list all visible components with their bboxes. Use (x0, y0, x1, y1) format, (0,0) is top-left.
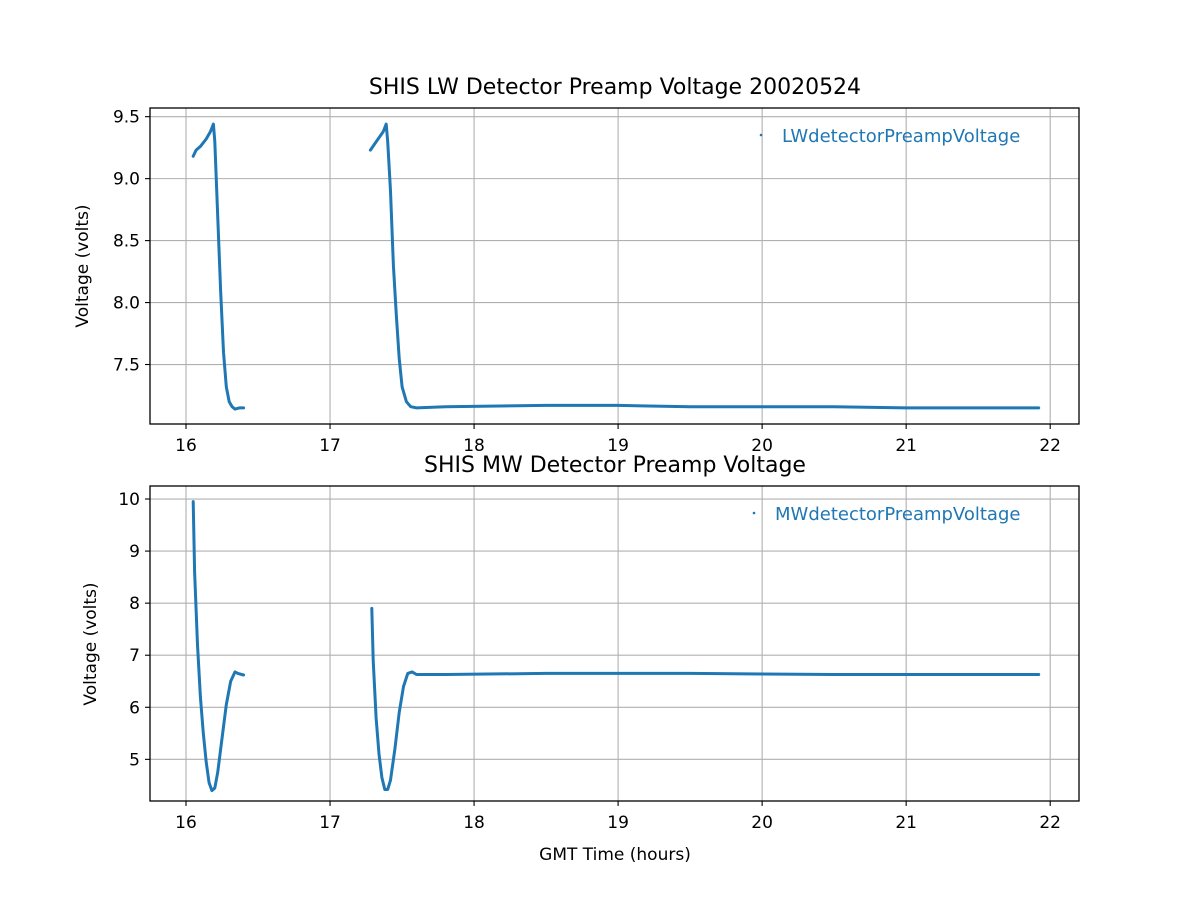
mw-y-tick-label: 5 (129, 750, 140, 770)
mw-data-points (191, 500, 1041, 793)
lw-y-tick-label: 9.5 (113, 108, 140, 128)
mw-y-tick-label: 8 (129, 594, 140, 614)
lw-plot-frame (149, 107, 1080, 425)
lw-y-tick-label: 8.0 (113, 294, 140, 314)
mw-y-tick-label: 6 (129, 698, 140, 718)
lw-y-axis: 7.5 8.0 8.5 9.0 9.5 (113, 108, 150, 376)
lw-series-segment (368, 122, 1041, 410)
lw-data-points (191, 122, 1041, 411)
lw-y-tick-label: 8.5 (113, 232, 140, 252)
lw-y-axis-label: Voltage (volts) (73, 204, 93, 327)
lw-legend-label: LWdetectorPreampVoltage (782, 126, 1020, 147)
mw-x-tick-label: 19 (607, 813, 629, 833)
mw-x-tick-label: 20 (751, 813, 773, 833)
lw-series-segment (191, 122, 246, 411)
mw-y-tick-label: 10 (118, 490, 140, 510)
lw-x-tick-label: 16 (175, 436, 197, 456)
lw-x-tick-label: 17 (319, 436, 341, 456)
mw-x-tick-label: 16 (175, 813, 197, 833)
mw-x-tick-label: 17 (319, 813, 341, 833)
mw-x-axis: 16 17 18 19 20 21 22 (175, 801, 1061, 833)
lw-y-tick-label: 7.5 (113, 356, 140, 376)
lw-y-tick-label: 9.0 (113, 170, 140, 190)
lw-x-tick-label: 21 (895, 436, 917, 456)
mw-legend-marker (752, 511, 756, 515)
lw-legend-marker (759, 133, 763, 137)
lw-x-tick-label: 20 (751, 436, 773, 456)
mw-plot-title: SHIS MW Detector Preamp Voltage (424, 453, 806, 478)
lw-x-tick-label: 22 (1039, 436, 1061, 456)
mw-y-axis-label: Voltage (volts) (81, 582, 101, 705)
mw-legend-label: MWdetectorPreampVoltage (775, 504, 1020, 525)
lw-voltage-plot: SHIS LW Detector Preamp Voltage 20020524… (73, 75, 1080, 456)
lw-x-tick-label: 19 (607, 436, 629, 456)
lw-x-tick-label: 18 (463, 436, 485, 456)
mw-plot-frame (149, 485, 1080, 802)
lw-grid (150, 108, 1079, 424)
mw-grid (150, 486, 1079, 801)
mw-x-axis-label: GMT Time (hours) (539, 845, 691, 865)
mw-y-tick-label: 9 (129, 542, 140, 562)
mw-x-tick-label: 22 (1039, 813, 1061, 833)
mw-legend: MWdetectorPreampVoltage (752, 504, 1020, 525)
lw-x-axis: 16 17 18 19 20 21 22 (175, 424, 1061, 456)
mw-series-segment (370, 606, 1041, 791)
mw-voltage-plot: SHIS MW Detector Preamp Voltage 16 17 18 19… (81, 453, 1080, 865)
lw-legend: LWdetectorPreampVoltage (759, 126, 1020, 147)
lw-plot-title: SHIS LW Detector Preamp Voltage 20020524 (369, 75, 861, 100)
mw-y-tick-label: 7 (129, 646, 140, 666)
mw-series-segment (191, 500, 246, 793)
mw-x-tick-label: 18 (463, 813, 485, 833)
mw-y-axis: 5 6 7 8 9 10 (118, 490, 150, 770)
mw-x-tick-label: 21 (895, 813, 917, 833)
